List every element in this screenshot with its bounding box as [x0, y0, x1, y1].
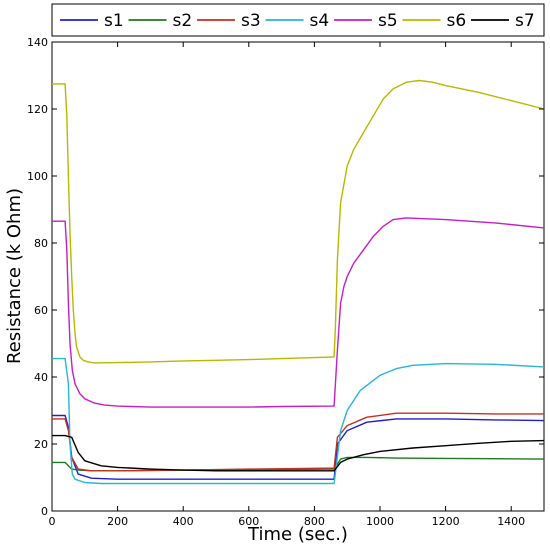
x-axis-ticks: 0 200 400 600 800 1000 1200 1400 — [49, 42, 525, 528]
x-tick-label: 0 — [49, 515, 56, 528]
series-line-s3 — [52, 412, 544, 472]
x-tick-label: 1400 — [497, 515, 525, 528]
series-line-s7 — [52, 434, 545, 472]
legend-label-s4: s4 — [310, 11, 330, 31]
legend-label-s3: s3 — [241, 11, 261, 31]
y-tick-label: 80 — [34, 237, 48, 250]
x-tick-label: 400 — [173, 515, 194, 528]
y-tick-label: 0 — [41, 505, 48, 518]
x-tick-label: 200 — [107, 515, 128, 528]
y-axis-title: Resistance (k Ohm) — [4, 188, 25, 364]
y-tick-label: 60 — [34, 304, 48, 317]
y-axis-ticks: 0 20 40 60 80 100 120 140 — [27, 36, 544, 518]
series-line-s5 — [52, 217, 545, 408]
legend-label-s7: s7 — [515, 11, 535, 31]
x-axis-title: Time (sec.) — [247, 524, 348, 545]
y-tick-label: 100 — [27, 170, 48, 183]
plot-frame — [51, 41, 545, 512]
series-line-s6 — [52, 79, 545, 364]
y-tick-label: 40 — [34, 371, 48, 384]
x-tick-label: 1200 — [432, 515, 460, 528]
y-tick-label: 20 — [34, 438, 48, 451]
series-line-s4 — [52, 357, 545, 485]
legend-label-s2: s2 — [173, 11, 193, 31]
plot-lines — [52, 79, 545, 485]
legend: s1 s2 s3 s4 s5 s6 s7 — [60, 11, 535, 31]
y-tick-label: 120 — [27, 103, 48, 116]
x-tick-label: 800 — [304, 515, 325, 528]
y-tick-label: 140 — [27, 36, 48, 49]
x-tick-label: 1000 — [366, 515, 394, 528]
legend-label-s1: s1 — [104, 11, 124, 31]
legend-label-s6: s6 — [447, 11, 467, 31]
x-tick-label: 600 — [238, 515, 259, 528]
legend-label-s5: s5 — [378, 11, 398, 31]
